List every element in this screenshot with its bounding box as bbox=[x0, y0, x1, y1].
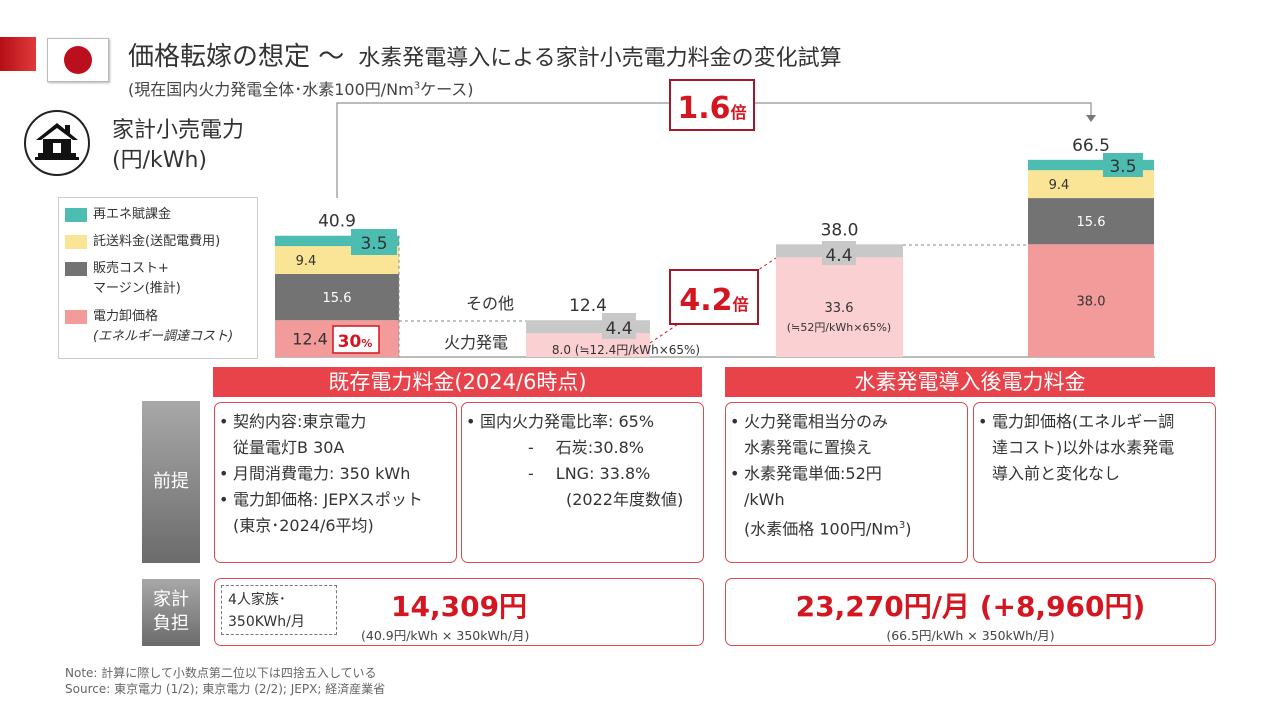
bar-4-seg-2-label: 15.6 bbox=[1077, 215, 1106, 230]
bar-4-seg-4-callout bbox=[1103, 153, 1143, 177]
bar-1-seg-2-label: 15.6 bbox=[323, 291, 352, 306]
footnote: Note: 計算に際して小数点第二位以下は四捨五入している bbox=[65, 666, 377, 680]
ratio-16-box bbox=[669, 79, 755, 131]
burden-label: 家計 負担 bbox=[142, 579, 200, 646]
ratio-16-label: 1.6倍 bbox=[677, 91, 746, 126]
card2-year: (2022年度数値) bbox=[566, 490, 684, 509]
ylabel-line2: (円/kWh) bbox=[112, 148, 208, 173]
family-box: 4人家族･ 350KWh/月 bbox=[221, 585, 337, 635]
bar-3-segment-1 bbox=[776, 257, 903, 357]
card1-item: 電力卸価格: JEPXスポット(東京･2024/6平均) bbox=[215, 487, 456, 539]
card2-coal: - 石炭:30.8% bbox=[528, 438, 645, 457]
section-header-hydrogen: 水素発電導入後電力料金 bbox=[725, 367, 1215, 397]
ylabel-line1: 家計小売電力 bbox=[112, 118, 245, 143]
subtitle-prefix: (現在国内火力発電全体･水素100円/Nm bbox=[128, 80, 414, 99]
bar-2-seg-2-label: 4.4 bbox=[605, 319, 632, 339]
burden-label-2: 負担 bbox=[153, 613, 189, 634]
bar-3-seg-1-label: 33.6 bbox=[825, 301, 854, 316]
burden-card-hydrogen: 23,270円/月 (+8,960円) (66.5円/kWh × 350kWh/… bbox=[725, 578, 1216, 646]
japan-flag-icon bbox=[47, 38, 109, 82]
title-accent-bar bbox=[0, 37, 36, 71]
burden-card-existing: 4人家族･ 350KWh/月 14,309円 (40.9円/kWh × 350k… bbox=[214, 578, 704, 646]
row-label-thermal: 火力発電 bbox=[444, 333, 508, 352]
premise-label: 前提 bbox=[142, 401, 200, 563]
ratio-bracket-arrowhead bbox=[1086, 115, 1096, 122]
family-line-1: 4人家族･ bbox=[228, 592, 286, 608]
bar-1-seg-4-callout bbox=[351, 229, 397, 255]
hydrogen-calc: (66.5円/kWh × 350kWh/月) bbox=[886, 628, 1055, 643]
row-label-other: その他 bbox=[466, 294, 514, 313]
bar-4-segment-4 bbox=[1028, 159, 1154, 171]
pct-30-label: 30% bbox=[338, 332, 373, 352]
bar-chart: 40.9 12.4 38.0 66.5 12.4 15.6 9.4 3.5 30% 8.0 (≒1… bbox=[275, 79, 1155, 358]
page-title: 価格転嫁の想定 ～ 水素発電導入による家計小売電力料金の変化試算 bbox=[128, 36, 842, 73]
page-subtitle: (現在国内火力発電全体･水素100円/Nm3ケース) bbox=[128, 76, 474, 100]
bar-2-segment-1 bbox=[526, 333, 650, 357]
bar-4-total-label: 66.5 bbox=[1072, 136, 1110, 156]
bar-2-seg-2-callout bbox=[602, 313, 636, 339]
bar-1-total-label: 40.9 bbox=[318, 212, 356, 232]
subtitle-sup: 3 bbox=[413, 80, 421, 92]
chart-legend: 再エネ賦課金 託送料金(送配電費用) 販売コスト+ マージン(推計) 電力卸価格… bbox=[58, 197, 258, 359]
source: Source: 東京電力 (1/2); 東京電力 (2/2); JEPX; 経済… bbox=[65, 682, 386, 696]
existing-calc: (40.9円/kWh × 350kWh/月) bbox=[361, 628, 530, 643]
section-header-existing: 既存電力料金(2024/6時点) bbox=[213, 367, 702, 397]
bar-4-segment-1 bbox=[1028, 244, 1154, 357]
bar-1-seg-4-label: 3.5 bbox=[360, 234, 387, 254]
bar-3-seg-2-label: 4.4 bbox=[825, 246, 852, 266]
bar-1-segment-2 bbox=[275, 273, 399, 321]
card3-item: 水素発電単価:52円/kWh(水素価格 100円/Nm3) bbox=[726, 461, 967, 542]
bar-1-seg-3-label: 9.4 bbox=[296, 254, 317, 269]
bar-2-total-label: 12.4 bbox=[569, 296, 607, 316]
bar-3-total-label: 38.0 bbox=[821, 220, 859, 240]
bar-1-segment-4 bbox=[275, 235, 399, 247]
bar-3-seg-2-callout bbox=[822, 241, 856, 265]
card2-lng: - LNG: 33.8% bbox=[528, 464, 651, 483]
pct-30-box bbox=[332, 325, 380, 354]
premise-card-thermal-ratio: 国内火力発電比率: 65% -石炭:30.8% -LNG: 33.8% (202… bbox=[461, 402, 704, 563]
bar-2-seg-1-label: 8.0 (≒12.4円/kWh×65%) bbox=[552, 343, 700, 357]
card1-item: 月間消費電力: 350 kWh bbox=[215, 461, 456, 487]
chart-ylabel: 家計小売電力 (円/kWh) bbox=[112, 116, 244, 176]
bar-1-seg-1-label: 12.4 bbox=[292, 330, 328, 349]
bar-4-seg-4-label: 3.5 bbox=[1109, 157, 1136, 177]
house-icon bbox=[24, 110, 90, 176]
card2-item: 国内火力発電比率: 65% bbox=[462, 409, 703, 435]
family-line-2: 350KWh/月 bbox=[228, 614, 305, 630]
bar-3-seg-1-sublabel: (≒52円/kWh×65%) bbox=[787, 321, 891, 334]
ratio-42-box bbox=[669, 269, 759, 325]
subtitle-suffix: ケース) bbox=[420, 80, 474, 99]
bar-4-segment-2 bbox=[1028, 198, 1154, 245]
bar-4-seg-3-label: 9.4 bbox=[1049, 178, 1070, 193]
bar-4-seg-1-label: 38.0 bbox=[1077, 295, 1106, 310]
ratio-42-label: 4.2倍 bbox=[679, 283, 748, 318]
title-subtitle: 水素発電導入による家計小売電力料金の変化試算 bbox=[358, 46, 842, 71]
existing-cost: 14,309円 bbox=[391, 590, 528, 623]
hydrogen-cost: 23,270円/月 (+8,960円) bbox=[795, 590, 1146, 623]
title-main: 価格転嫁の想定 ～ bbox=[128, 42, 345, 72]
burden-label-1: 家計 bbox=[153, 589, 189, 610]
